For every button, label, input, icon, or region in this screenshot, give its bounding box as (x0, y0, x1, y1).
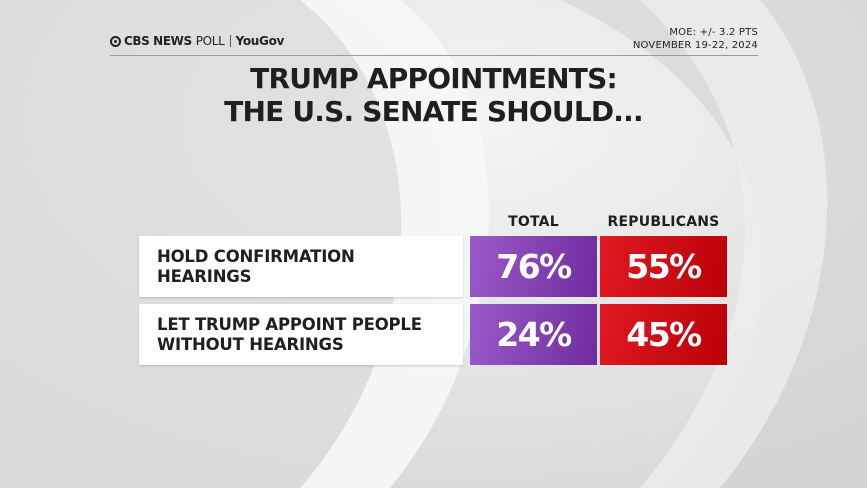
header: CBS NEWS POLL YouGov MOE: +/- 3.2 PTS NO… (110, 26, 758, 54)
header-divider (110, 55, 758, 56)
column-header-republicans: REPUBLICANS (607, 214, 720, 230)
row-label-line: HEARINGS (157, 267, 252, 286)
poll-dates: NOVEMBER 19-22, 2024 (632, 40, 758, 51)
row-label-line: LET TRUMP APPOINT PEOPLE (157, 315, 422, 334)
row-label-line: WITHOUT HEARINGS (157, 335, 344, 354)
row-label-without-hearings: LET TRUMP APPOINT PEOPLE WITHOUT HEARING… (139, 304, 463, 365)
chart-title: TRUMP APPOINTMENTS: THE U.S. SENATE SHOU… (0, 62, 867, 128)
cell-total-hold-hearings: 76% (470, 236, 597, 297)
brand-partner: YouGov (235, 34, 285, 48)
cell-republicans-without-hearings: 45% (600, 304, 727, 365)
poll-meta: MOE: +/- 3.2 PTS NOVEMBER 19-22, 2024 (633, 26, 758, 52)
title-line-1: TRUMP APPOINTMENTS: (250, 62, 617, 95)
brand-divider (229, 35, 231, 47)
brand-network: CBS NEWS (124, 34, 192, 48)
cell-total-without-hearings: 24% (470, 304, 597, 365)
row-label-hold-hearings: HOLD CONFIRMATION HEARINGS (139, 236, 463, 297)
title-line-2: THE U.S. SENATE SHOULD... (224, 95, 643, 128)
cell-republicans-hold-hearings: 55% (600, 236, 727, 297)
row-label-line: HOLD CONFIRMATION (157, 247, 355, 266)
margin-of-error: MOE: +/- 3.2 PTS (669, 27, 758, 38)
column-header-total: TOTAL (508, 214, 559, 230)
brand-poll: POLL (195, 34, 225, 48)
cbs-eye-icon (110, 35, 121, 47)
brand-logo: CBS NEWS POLL YouGov (110, 34, 284, 48)
